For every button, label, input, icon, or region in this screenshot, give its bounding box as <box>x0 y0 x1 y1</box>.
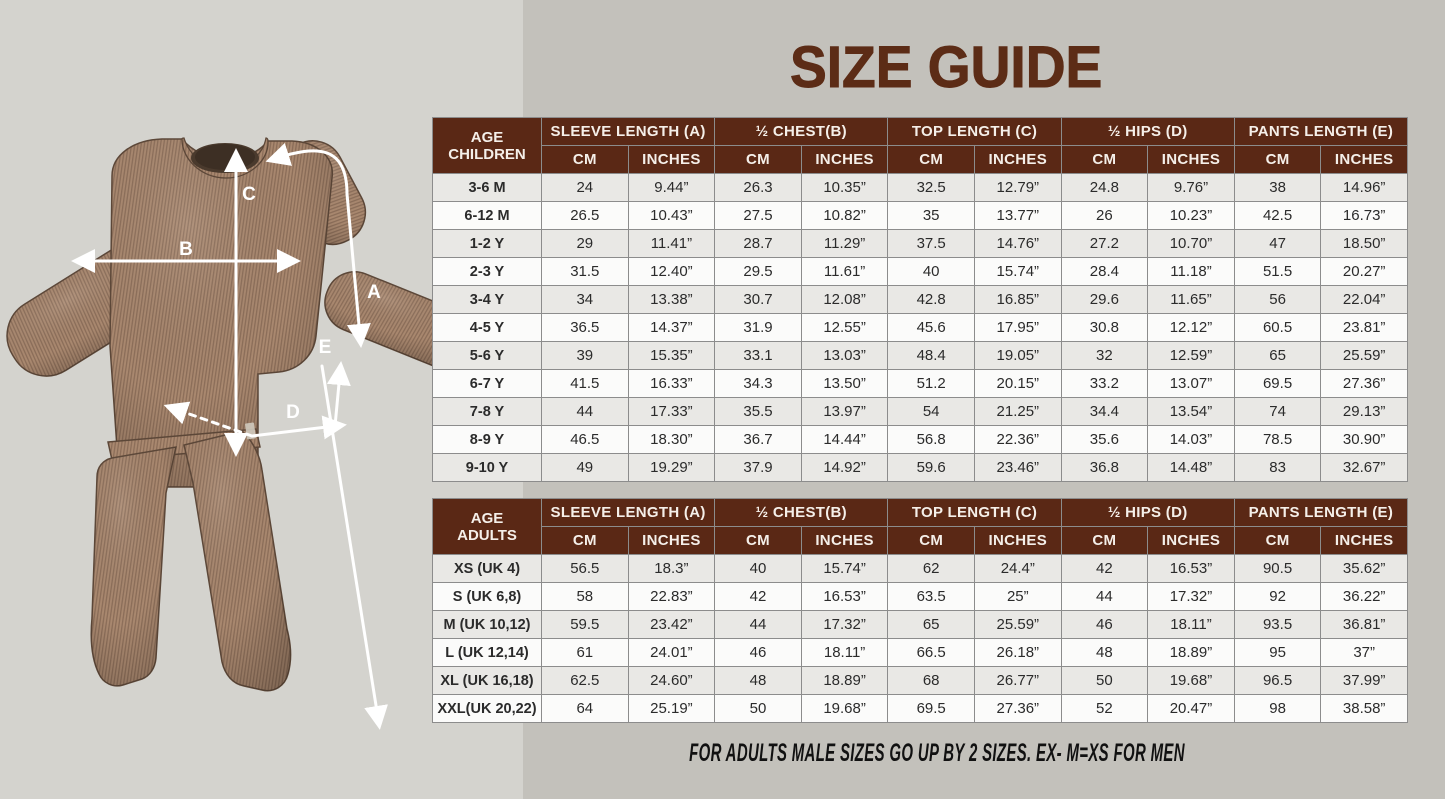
svg-text:D: D <box>286 402 300 423</box>
svg-text:C: C <box>242 184 256 205</box>
svg-text:A: A <box>367 282 381 303</box>
svg-text:E: E <box>319 337 332 358</box>
svg-text:B: B <box>179 239 193 260</box>
